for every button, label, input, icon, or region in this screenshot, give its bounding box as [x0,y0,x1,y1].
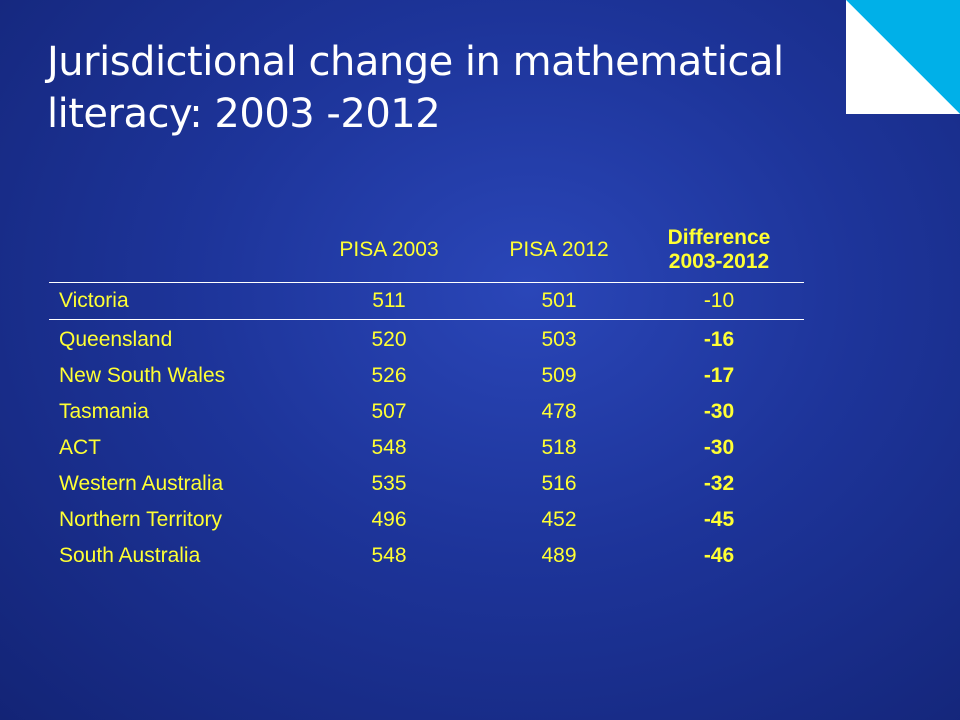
pisa-2003-value: 548 [371,544,407,567]
jurisdiction-name: New South Wales [59,364,226,387]
pisa-2012-value: 516 [541,472,577,495]
page-curl-decoration [846,0,960,114]
difference-value: -16 [703,328,735,351]
difference-value: -45 [703,508,735,531]
difference-value: -30 [703,400,735,423]
difference-value: -32 [703,472,735,495]
header-difference: Difference 2003-2012 [667,226,771,273]
jurisdiction-name: Tasmania [59,400,149,423]
jurisdiction-name: Western Australia [59,472,224,495]
jurisdiction-name: Queensland [59,328,173,351]
pisa-2012-value: 501 [541,289,577,312]
difference-value: -17 [703,364,735,387]
table-header-row: PISA 2003 PISA 2012 Difference 2003-2012 [49,222,804,282]
pisa-2012-value: 478 [541,400,577,423]
difference-value: -10 [703,289,735,312]
pisa-2003-value: 535 [371,472,407,495]
pisa-2003-value: 507 [371,400,407,423]
results-table: PISA 2003 PISA 2012 Difference 2003-2012… [49,222,804,574]
table-row: Victoria 511 501 -10 [49,283,804,319]
header-pisa-2012: PISA 2012 [509,238,609,261]
table-row: South Australia 548 489 -46 [49,538,804,574]
jurisdiction-name: ACT [59,436,101,459]
row-rule [49,319,804,320]
pisa-2012-value: 452 [541,508,577,531]
difference-value: -46 [703,544,735,567]
jurisdiction-name: Victoria [59,289,129,312]
table-row: New South Wales 526 509 -17 [49,358,804,394]
table-row: Northern Territory 496 452 -45 [49,502,804,538]
pisa-2003-value: 511 [372,289,406,312]
pisa-2003-value: 520 [371,328,407,351]
pisa-2003-value: 548 [371,436,407,459]
table-row: Western Australia 535 516 -32 [49,466,804,502]
difference-value: -30 [703,436,735,459]
pisa-2012-value: 503 [541,328,577,351]
pisa-2012-value: 489 [541,544,577,567]
pisa-2003-value: 526 [371,364,407,387]
header-pisa-2003: PISA 2003 [339,238,439,261]
pisa-2012-value: 518 [541,436,577,459]
slide-title: Jurisdictional change in mathematical li… [47,39,784,137]
jurisdiction-name: Northern Territory [59,508,222,531]
pisa-2003-value: 496 [371,508,407,531]
table-row: Tasmania 507 478 -30 [49,394,804,430]
header-rule [49,282,804,283]
pisa-2012-value: 509 [541,364,577,387]
table-row: Queensland 520 503 -16 [49,322,804,358]
jurisdiction-name: South Australia [59,544,201,567]
table-row: ACT 548 518 -30 [49,430,804,466]
